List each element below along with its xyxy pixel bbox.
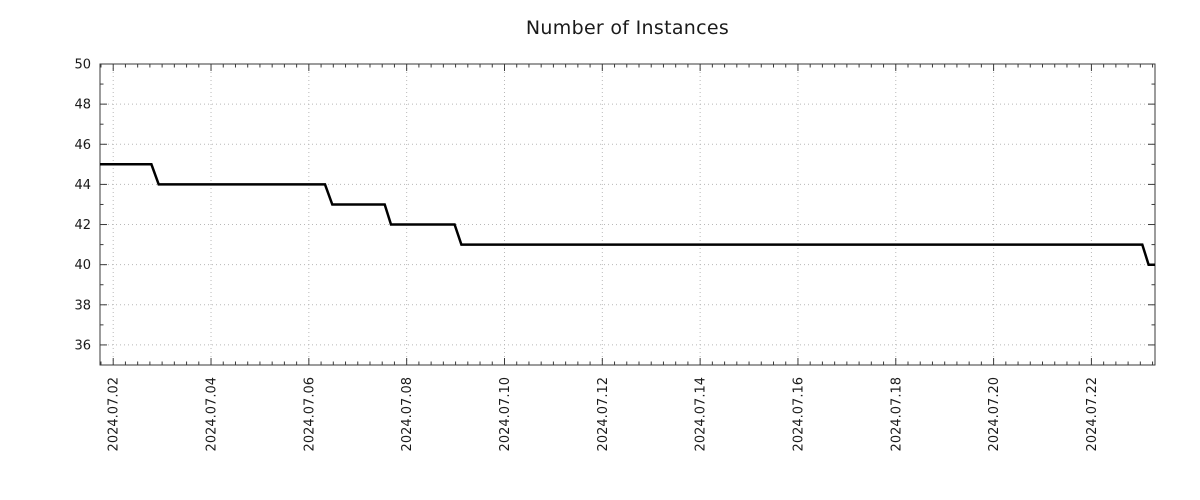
y-axis-labels: 36 38 40 42 44 46 48 50 <box>74 58 91 354</box>
x-axis-labels: 2024.07.02 2024.07.04 2024.07.06 2024.07.08… <box>107 377 1100 451</box>
x-tick-label: 2024.07.18 <box>889 377 904 451</box>
y-tick-label: 40 <box>74 258 91 273</box>
grid-lines <box>100 63 1155 365</box>
plot-border <box>99 63 1156 366</box>
x-tick-label: 2024.07.08 <box>400 377 415 451</box>
x-tick-label: 2024.07.16 <box>791 377 806 451</box>
x-tick-label: 2024.07.12 <box>596 377 611 451</box>
x-tick-label: 2024.07.06 <box>302 377 317 451</box>
y-tick-label: 46 <box>74 138 91 153</box>
y-tick-label: 44 <box>74 178 91 193</box>
x-tick-label: 2024.07.10 <box>498 377 513 451</box>
x-tick-label: 2024.07.14 <box>694 377 709 451</box>
x-tick-label: 2024.07.20 <box>987 377 1002 451</box>
y-tick-label: 38 <box>74 298 91 313</box>
axis-ticks <box>100 63 1155 366</box>
y-tick-label: 50 <box>74 58 91 73</box>
x-tick-label: 2024.07.22 <box>1085 377 1100 451</box>
x-tick-label: 2024.07.02 <box>107 377 122 451</box>
y-tick-label: 36 <box>74 338 91 353</box>
x-tick-label: 2024.07.04 <box>205 377 220 451</box>
y-tick-label: 42 <box>74 218 91 233</box>
series-line <box>100 163 1155 266</box>
y-tick-label: 48 <box>74 98 91 113</box>
chart-title: Number of Instances <box>525 17 730 39</box>
